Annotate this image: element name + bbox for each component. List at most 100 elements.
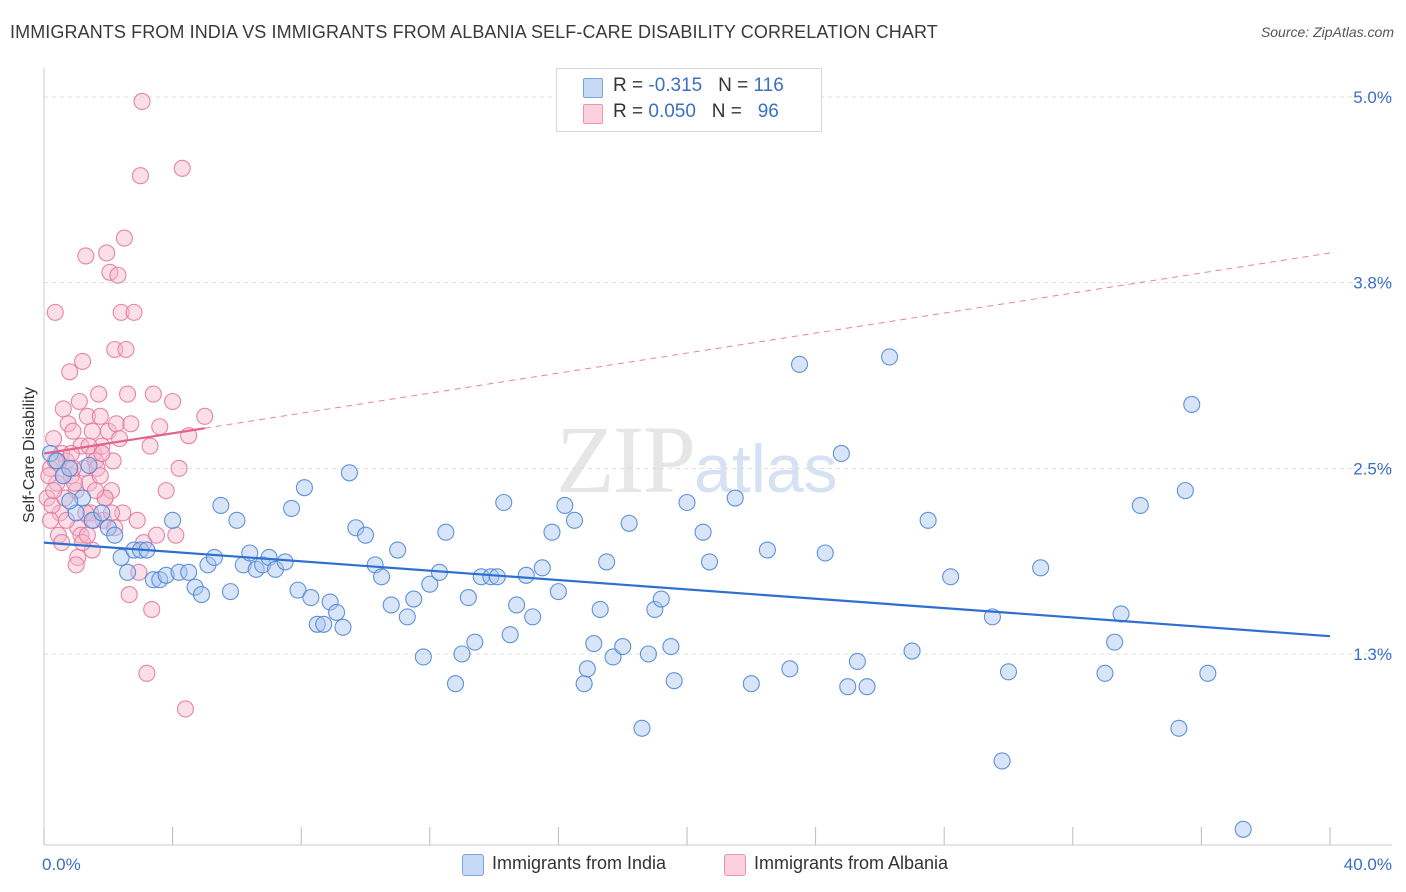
- albania-point-94: [93, 444, 111, 463]
- india-point-75: [578, 660, 596, 678]
- india-point-116: [1199, 664, 1217, 682]
- albania-point-67: [40, 467, 58, 485]
- legend-swatch-albania: [583, 104, 603, 124]
- india-point-58: [453, 645, 471, 663]
- albania-point-60: [164, 392, 182, 411]
- india-point-68: [524, 608, 542, 626]
- chart-title: IMMIGRANTS FROM INDIA VS IMMIGRANTS FROM…: [10, 22, 938, 42]
- india-point-41: [321, 593, 339, 611]
- india-point-74: [575, 675, 593, 693]
- india-point-84: [646, 600, 664, 618]
- albania-point-95: [106, 519, 124, 537]
- albania-point-90: [78, 526, 96, 544]
- albania-point-56: [144, 385, 162, 403]
- india-point-1: [48, 452, 66, 470]
- india-point-113: [1170, 719, 1188, 737]
- india-point-38: [302, 589, 320, 607]
- india-point-22: [192, 586, 211, 604]
- legend-text-albania: R = 0.050 N = 96: [613, 101, 779, 123]
- india-point-52: [405, 590, 423, 608]
- india-point-65: [501, 626, 519, 644]
- legend-n-label-india: N =: [718, 75, 754, 96]
- india-point-9: [106, 526, 124, 544]
- india-point-97: [832, 444, 850, 463]
- india-point-109: [1096, 664, 1114, 682]
- albania-point-50: [131, 167, 149, 185]
- india-point-27: [228, 511, 246, 529]
- india-point-35: [283, 499, 301, 517]
- india-point-115: [1183, 395, 1201, 414]
- y-tick-label-0: 5.0%: [1353, 88, 1392, 107]
- series-swatch-albania: [724, 854, 746, 876]
- india-point-83: [639, 645, 657, 663]
- albania-trend-line: [43, 427, 205, 455]
- india-point-88: [678, 493, 696, 512]
- india-point-15: [144, 571, 162, 589]
- india-point-81: [620, 514, 638, 532]
- india-point-98: [839, 678, 857, 696]
- albania-point-66: [196, 407, 214, 425]
- albania-point-59: [157, 482, 175, 500]
- india-point-7: [93, 504, 111, 522]
- india-point-103: [919, 511, 937, 529]
- india-point-104: [942, 568, 960, 586]
- india-point-78: [598, 553, 616, 571]
- india-point-56: [437, 523, 455, 541]
- legend-n-value-albania: 96: [757, 101, 779, 122]
- albania-point-15: [70, 392, 88, 411]
- albania-point-45: [120, 586, 138, 604]
- india-point-39: [308, 615, 326, 633]
- india-point-10: [112, 548, 130, 567]
- albania-point-10: [61, 363, 79, 381]
- india-point-50: [389, 541, 407, 559]
- india-point-94: [781, 660, 799, 678]
- y-axis-title: Self-Care Disability: [21, 387, 38, 523]
- legend-n-value-india: 116: [753, 75, 784, 96]
- india-point-92: [742, 675, 760, 693]
- india-point-53: [414, 648, 432, 666]
- india-point-119: [80, 456, 98, 474]
- india-point-34: [276, 553, 294, 571]
- india-point-17: [157, 566, 175, 584]
- india-point-91: [726, 489, 744, 507]
- india-point-85: [652, 590, 670, 608]
- albania-point-2: [45, 430, 63, 448]
- albania-point-48: [128, 511, 146, 529]
- india-point-3: [61, 459, 79, 477]
- x-tick-labels: 0.0% 40.0%: [42, 855, 1392, 874]
- india-point-86: [662, 638, 680, 656]
- albania-point-47: [125, 303, 143, 321]
- y-tick-label-2: 2.5%: [1353, 459, 1392, 478]
- legend-n-label-albania: N =: [711, 101, 748, 122]
- albania-point-31: [98, 244, 116, 262]
- india-point-57: [446, 675, 465, 693]
- albania-point-40: [112, 303, 130, 321]
- legend-text-india: R = -0.315 N = 116: [613, 75, 784, 97]
- india-point-70: [543, 523, 561, 541]
- correlation-legend: R = -0.315 N = 116 R = 0.050 N = 96: [556, 68, 822, 132]
- trend-lines: [43, 252, 1331, 638]
- albania-point-12: [64, 422, 82, 440]
- chart-source: Source: ZipAtlas.com: [1260, 24, 1394, 40]
- india-point-67: [517, 566, 535, 584]
- india-point-20: [180, 563, 198, 581]
- albania-trend-extension: [204, 252, 1331, 429]
- india-point-101: [880, 348, 899, 366]
- x-tick-label-1: 40.0%: [1344, 855, 1392, 874]
- india-point-110: [1106, 633, 1124, 651]
- albania-point-63: [173, 159, 191, 177]
- india-point-37: [295, 479, 313, 497]
- albania-point-91: [86, 482, 104, 500]
- legend-r-value-albania: 0.050: [648, 101, 696, 122]
- india-point-42: [328, 603, 346, 621]
- india-point-54: [421, 575, 439, 593]
- y-tick-labels: 5.0% 3.8% 2.5% 1.3%: [1353, 88, 1392, 664]
- india-point-66: [508, 596, 526, 614]
- albania-point-23: [83, 422, 101, 440]
- albania-point-46: [122, 415, 140, 433]
- india-point-26: [221, 583, 240, 601]
- india-point-59: [459, 589, 477, 607]
- legend-r-value-india: -0.315: [648, 75, 703, 96]
- india-point-51: [398, 608, 416, 626]
